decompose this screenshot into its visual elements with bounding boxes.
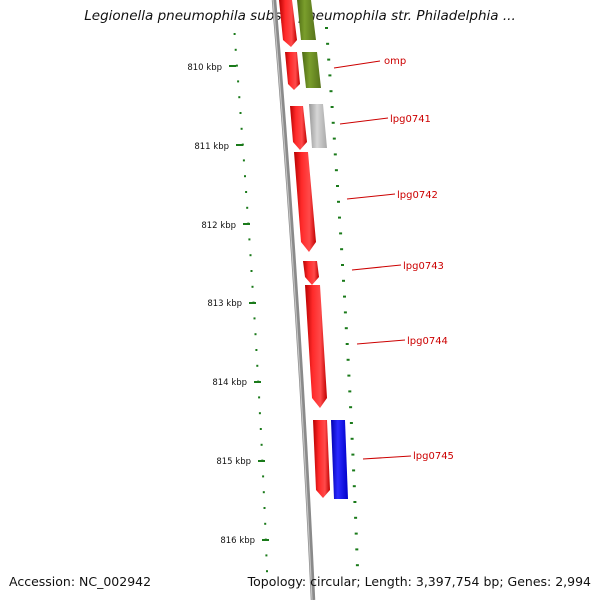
connector-lpg0744 xyxy=(356,339,406,345)
kbp-label: 813 kbp xyxy=(207,299,242,309)
gene-label-lpg0745[interactable]: lpg0745 xyxy=(413,451,454,462)
topology-summary: Topology: circular; Length: 3,397,754 bp… xyxy=(247,574,591,589)
gene-lpg0742-arrow[interactable] xyxy=(294,152,316,252)
genome-backbone-highlight xyxy=(272,0,313,600)
minor-ticks-right xyxy=(325,27,359,567)
gene-lpg0745-arrow[interactable] xyxy=(331,420,348,499)
kbp-label: 810 kbp xyxy=(187,63,222,73)
kbp-label: 812 kbp xyxy=(201,221,236,231)
gene-label-lpg0742[interactable]: lpg0742 xyxy=(397,190,438,201)
kbp-label: 811 kbp xyxy=(194,142,229,152)
kbp-label: 815 kbp xyxy=(216,457,251,467)
gene-label-lpg0743[interactable]: lpg0743 xyxy=(403,261,444,272)
connector-omp xyxy=(333,60,381,69)
gene-arrow-green[interactable] xyxy=(297,0,316,40)
gene-label-omp[interactable]: omp xyxy=(384,56,406,67)
connector-lpg0743 xyxy=(351,264,402,271)
kbp-label: 816 kbp xyxy=(220,536,255,546)
gene-labels: omp lpg0741 lpg0742 lpg0743 lpg0744 lpg0… xyxy=(384,56,454,462)
gene-arrow-red[interactable] xyxy=(313,420,330,498)
gene-label-lpg0741[interactable]: lpg0741 xyxy=(390,114,431,125)
connector-lpg0741 xyxy=(339,117,389,125)
kbp-label: 814 kbp xyxy=(212,378,247,388)
gene-omp-arrow[interactable] xyxy=(302,52,321,88)
gene-arrow-red[interactable] xyxy=(279,0,297,47)
connector-lpg0745 xyxy=(362,455,412,460)
gene-arrow-red[interactable] xyxy=(285,52,300,90)
gene-lpg0741-arrow[interactable] xyxy=(309,104,327,148)
gene-lpg0744-arrow[interactable] xyxy=(305,285,327,408)
accession-text: Accession: NC_002942 xyxy=(9,574,152,589)
gene-label-lpg0744[interactable]: lpg0744 xyxy=(407,336,448,347)
connector-lpg0742 xyxy=(346,193,396,200)
gene-arrow-red[interactable] xyxy=(290,106,307,150)
genes-track xyxy=(279,0,348,499)
gene-label-connectors xyxy=(333,60,412,460)
gene-lpg0743-arrow[interactable] xyxy=(303,261,319,285)
genome-backbone xyxy=(271,0,316,600)
kbp-ruler: 810 kbp 811 kbp 812 kbp 813 kbp 814 kbp … xyxy=(187,63,269,546)
